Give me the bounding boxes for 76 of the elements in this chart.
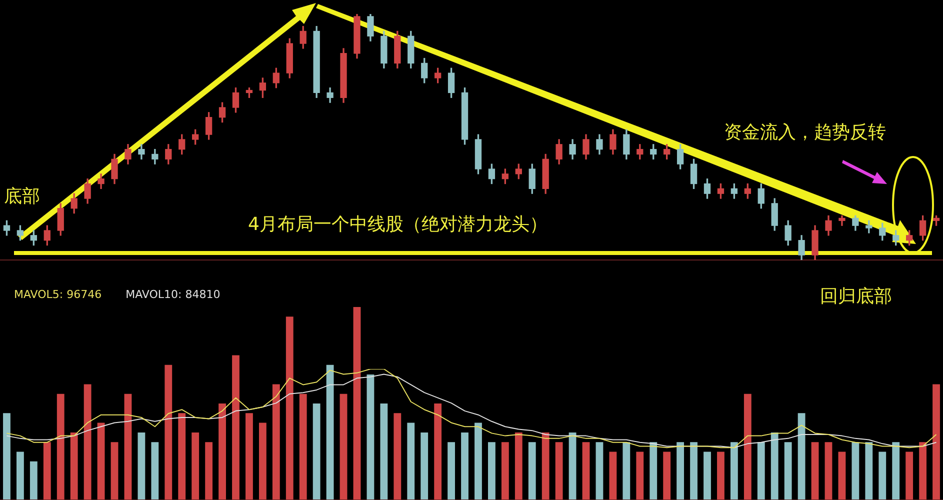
bar xyxy=(798,413,806,500)
bar xyxy=(704,452,711,500)
bar xyxy=(246,413,253,500)
bar xyxy=(676,442,684,500)
bar xyxy=(757,442,765,500)
bar xyxy=(286,316,294,500)
bar xyxy=(932,384,940,500)
bar xyxy=(407,422,415,500)
bar xyxy=(622,442,630,500)
bar xyxy=(16,452,24,500)
bar xyxy=(258,422,266,500)
bar xyxy=(3,413,10,500)
bar xyxy=(84,384,92,500)
bar xyxy=(326,364,334,500)
bar xyxy=(420,432,428,500)
bar xyxy=(824,442,832,500)
bar xyxy=(878,452,886,500)
bar xyxy=(394,413,402,500)
bar xyxy=(811,442,819,500)
annotation: 资金流入，趋势反转 xyxy=(724,121,886,144)
bar xyxy=(596,442,604,500)
bar xyxy=(609,452,617,500)
bar xyxy=(514,432,522,500)
bar xyxy=(744,394,752,500)
bar xyxy=(906,452,914,500)
annotation: 底部 xyxy=(4,185,40,208)
bar xyxy=(663,452,671,500)
bar xyxy=(124,394,132,500)
text: MAVOL5: 96746 xyxy=(14,288,102,301)
bar xyxy=(448,442,455,500)
bar xyxy=(164,364,172,500)
bar xyxy=(528,442,536,500)
bar xyxy=(555,442,563,500)
bar xyxy=(568,432,576,500)
bar xyxy=(650,442,658,500)
annotation: 4月布局一个中线股（绝对潜力龙头） xyxy=(248,213,548,236)
bar xyxy=(501,442,509,500)
bar xyxy=(97,422,105,500)
annotation: 回归底部 xyxy=(820,285,892,308)
bar xyxy=(138,432,146,500)
bar xyxy=(178,413,186,500)
bar xyxy=(218,404,226,500)
bar xyxy=(340,394,348,500)
bar xyxy=(892,442,900,500)
bar xyxy=(717,452,724,500)
bar xyxy=(272,384,280,500)
text: MAVOL10: 84810 xyxy=(126,288,220,301)
bar xyxy=(636,452,644,500)
bar xyxy=(582,442,590,500)
bar xyxy=(434,404,442,500)
bar xyxy=(192,432,200,500)
bar xyxy=(919,442,926,500)
bar xyxy=(70,432,78,500)
bar xyxy=(784,442,792,500)
bar xyxy=(690,442,698,500)
bar xyxy=(299,394,307,500)
bar xyxy=(353,307,361,500)
bar xyxy=(542,432,550,500)
bar xyxy=(312,404,320,500)
bar xyxy=(865,442,873,500)
bar xyxy=(30,461,38,500)
bar xyxy=(852,442,860,500)
bar xyxy=(461,432,468,500)
bar xyxy=(232,355,240,500)
bar xyxy=(474,422,482,500)
bar xyxy=(110,442,118,500)
bar xyxy=(488,442,496,500)
bar xyxy=(205,442,213,500)
bar xyxy=(56,394,64,500)
bar xyxy=(366,374,374,500)
bar xyxy=(43,442,51,500)
bar xyxy=(730,442,738,500)
bar xyxy=(770,432,778,500)
bar xyxy=(151,442,159,500)
bar xyxy=(380,404,388,500)
bar xyxy=(838,452,846,500)
